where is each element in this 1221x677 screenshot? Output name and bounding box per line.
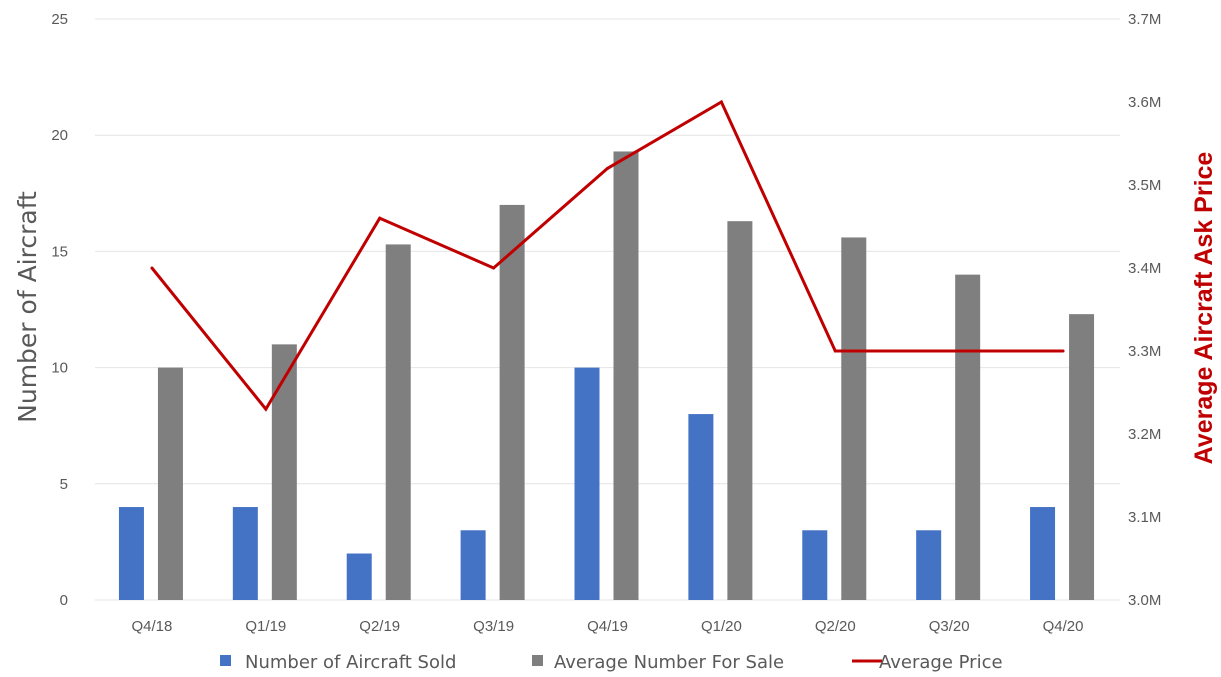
average-price-point (1061, 349, 1065, 353)
right-tick-label: 3.3M (1128, 343, 1161, 360)
bars (118, 151, 1095, 601)
bar-average-number-for-sale (955, 274, 981, 600)
bar-number-of-aircraft-sold (574, 367, 600, 600)
left-tick-label: 25 (51, 11, 68, 28)
x-tick-label: Q4/20 (1043, 618, 1084, 635)
legend-swatch-number-for-sale (532, 655, 543, 666)
left-tick-label: 10 (51, 360, 68, 377)
bar-average-number-for-sale (499, 204, 525, 601)
average-price-point (492, 266, 496, 270)
x-tick-label: Q3/20 (929, 618, 970, 635)
x-tick-label: Q2/19 (359, 618, 400, 635)
right-tick-label: 3.4M (1128, 260, 1161, 277)
left-axis-ticks: 0 5 10 15 20 25 (51, 11, 68, 609)
left-tick-label: 0 (60, 592, 68, 609)
left-tick-label: 15 (51, 243, 68, 260)
bar-number-of-aircraft-sold (232, 507, 258, 600)
bar-average-number-for-sale (385, 244, 411, 601)
legend-label-aircraft-sold: Number of Aircraft Sold (245, 652, 456, 673)
right-axis-ticks: 3.0M 3.1M 3.2M 3.3M 3.4M 3.5M 3.6M 3.7M (1128, 11, 1161, 609)
average-price-point (947, 349, 951, 353)
left-tick-label: 5 (60, 476, 68, 493)
bar-average-number-for-sale (157, 367, 183, 600)
bar-average-number-for-sale (271, 344, 297, 600)
bar-number-of-aircraft-sold (916, 530, 942, 600)
x-tick-label: Q4/19 (587, 618, 628, 635)
right-tick-label: 3.5M (1128, 177, 1161, 194)
left-axis-label: Number of Aircraft (13, 191, 42, 423)
bar-number-of-aircraft-sold (1030, 507, 1056, 600)
x-tick-label: Q4/18 (132, 618, 173, 635)
right-tick-label: 3.6M (1128, 94, 1161, 111)
average-price-point (378, 216, 382, 220)
right-tick-label: 3.0M (1128, 592, 1161, 609)
bar-number-of-aircraft-sold (346, 553, 372, 600)
bar-average-number-for-sale (1069, 314, 1095, 600)
right-tick-label: 3.1M (1128, 509, 1161, 526)
legend-label-number-for-sale: Average Number For Sale (554, 652, 784, 673)
price-line-layer (150, 99, 1065, 412)
x-tick-label: Q3/19 (473, 618, 514, 635)
x-axis-ticks: Q4/18 Q1/19 Q2/19 Q3/19 Q4/19 Q1/20 Q2/20 Q3/20… (132, 618, 1084, 635)
bar-average-number-for-sale (727, 221, 753, 601)
gridlines (95, 18, 1120, 601)
average-price-point (606, 166, 609, 170)
bar-number-of-aircraft-sold (802, 530, 828, 600)
average-price-point (150, 266, 154, 270)
right-tick-label: 3.7M (1128, 11, 1161, 28)
bar-number-of-aircraft-sold (460, 530, 486, 600)
x-tick-label: Q2/20 (815, 618, 856, 635)
bar-number-of-aircraft-sold (688, 414, 714, 600)
legend: Number of Aircraft Sold Average Number F… (220, 652, 1003, 673)
legend-swatch-aircraft-sold (220, 655, 231, 666)
bar-average-number-for-sale (841, 237, 867, 600)
average-price-point (833, 349, 837, 353)
average-price-point (264, 407, 268, 411)
legend-label-average-price: Average Price (879, 652, 1003, 673)
right-axis-label: Average Aircraft Ask Price (1190, 152, 1218, 465)
x-tick-label: Q1/19 (245, 618, 286, 635)
left-tick-label: 20 (51, 127, 68, 144)
bar-number-of-aircraft-sold (118, 507, 144, 600)
bar-average-number-for-sale (613, 151, 639, 600)
average-price-point (719, 100, 723, 104)
x-tick-label: Q1/20 (701, 618, 742, 635)
right-tick-label: 3.2M (1128, 426, 1161, 443)
